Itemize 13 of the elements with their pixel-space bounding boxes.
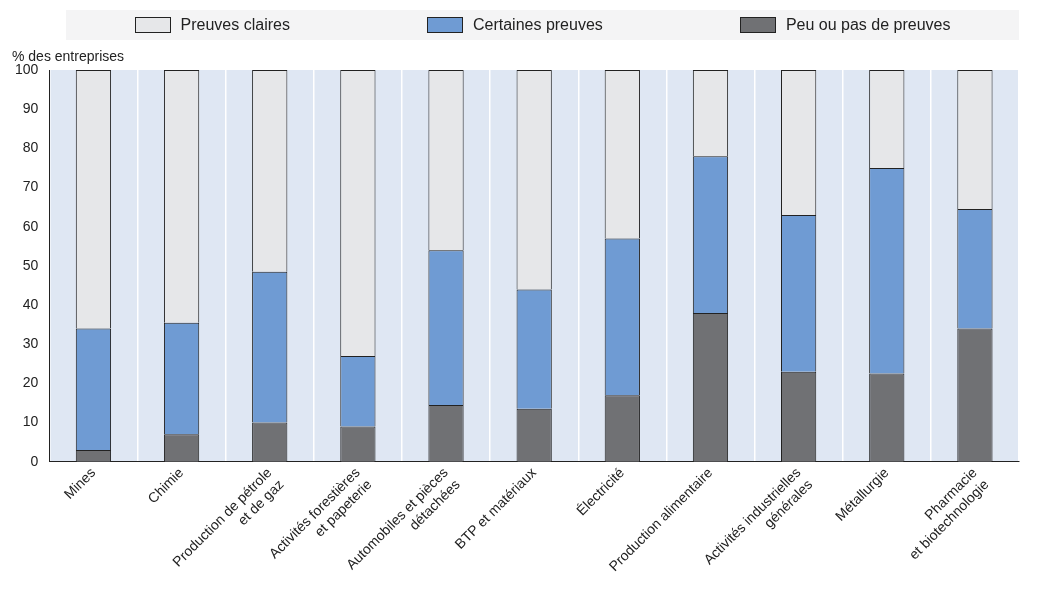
y-tick-label: 0 [30, 452, 39, 469]
y-tick-label: 70 [22, 178, 39, 195]
y-tick-label: 30 [22, 335, 39, 352]
y-tick-label: 90 [22, 100, 39, 117]
legend-label: Peu ou pas de preuves [785, 16, 951, 34]
text: Preuves claires [180, 16, 290, 34]
y-tick-label: 20 [22, 374, 39, 391]
y-tick-label: 40 [22, 295, 39, 312]
legend-label: Certaines preuves [472, 16, 603, 34]
y-tick-label: 60 [22, 217, 39, 234]
y-tick-label: 10 [22, 413, 39, 430]
y-tick-label: 80 [22, 139, 39, 156]
y-tick-label: 50 [22, 256, 39, 273]
